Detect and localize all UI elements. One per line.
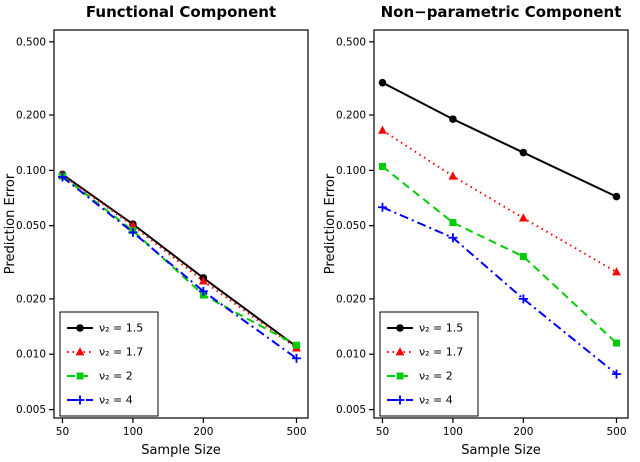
legend-label: ν₂ = 4 — [419, 394, 453, 407]
marker-plus — [518, 294, 528, 304]
chart-title: Non−parametric Component — [381, 3, 622, 21]
marker-triangle — [75, 347, 85, 356]
marker-square — [449, 219, 457, 227]
legend: ν₂ = 1.5 ν₂ = 1.7 ν₂ = 2 ν₂ = 4 — [379, 311, 479, 417]
svg-text:0.005: 0.005 — [336, 404, 366, 416]
marker-plus — [611, 369, 621, 379]
legend-label: ν₂ = 2 — [419, 370, 453, 383]
marker-triangle — [448, 171, 458, 180]
marker-square — [519, 253, 527, 261]
marker-triangle — [378, 125, 387, 134]
marker-square — [76, 372, 84, 380]
marker-circle — [396, 324, 404, 332]
x-axis-ticks: 50 100 200 500 — [56, 418, 307, 438]
y-axis-ticks: 0.005 0.010 0.020 0.050 0.100 0.200 0.500 — [16, 36, 54, 416]
marker-plus — [291, 353, 301, 363]
svg-text:500: 500 — [286, 426, 306, 438]
legend-label: ν₂ = 2 — [99, 370, 133, 383]
marker-plus — [448, 233, 458, 243]
y-axis-label: Prediction Error — [3, 173, 18, 274]
marker-triangle — [198, 276, 208, 285]
marker-plus — [395, 395, 405, 405]
chart-functional-component: Functional Component 0.005 0.010 0.020 0.050… — [3, 3, 309, 458]
series-nu2-4 — [57, 172, 301, 363]
marker-triangle — [612, 267, 621, 276]
x-axis-ticks: 50 100 200 500 — [376, 418, 627, 438]
panel-nonparametric-component: Non−parametric Component 0.005 0.010 0.020 0… — [320, 0, 640, 462]
series-nu2-2 — [378, 162, 620, 347]
legend-label: ν₂ = 1.7 — [99, 346, 143, 359]
svg-text:0.005: 0.005 — [16, 404, 46, 416]
marker-circle — [378, 78, 387, 87]
marker-plus — [198, 286, 208, 296]
marker-triangle — [518, 213, 528, 222]
legend-label: ν₂ = 1.7 — [419, 346, 463, 359]
svg-text:0.500: 0.500 — [336, 36, 366, 48]
marker-square — [292, 341, 300, 349]
marker-plus — [128, 227, 138, 237]
svg-text:200: 200 — [513, 426, 533, 438]
svg-text:0.200: 0.200 — [336, 110, 366, 122]
y-axis-label: Prediction Error — [323, 173, 338, 274]
chart-nonparametric-component: Non−parametric Component0.0050.0100.0200… — [323, 3, 629, 458]
svg-text:0.020: 0.020 — [336, 293, 366, 305]
marker-triangle — [395, 347, 405, 356]
marker-circle — [449, 115, 457, 123]
legend-label: ν₂ = 1.5 — [419, 322, 463, 335]
chart-title: Functional Component — [86, 3, 276, 21]
svg-text:0.050: 0.050 — [16, 220, 46, 232]
marker-plus — [57, 172, 67, 182]
y-axis-ticks: 0.005 0.010 0.020 0.050 0.100 0.200 0.500 — [336, 36, 374, 416]
svg-text:50: 50 — [56, 426, 69, 438]
marker-circle — [76, 324, 84, 332]
legend: ν₂ = 1.5 ν₂ = 1.7 ν₂ = 2 ν₂ = 4 — [59, 311, 159, 417]
svg-text:0.020: 0.020 — [16, 293, 46, 305]
legend-label: ν₂ = 4 — [99, 394, 133, 407]
marker-square — [378, 162, 386, 170]
plot-box — [373, 29, 629, 419]
svg-text:200: 200 — [193, 426, 213, 438]
svg-text:0.100: 0.100 — [16, 165, 46, 177]
marker-circle — [519, 148, 528, 157]
svg-text:500: 500 — [606, 426, 626, 438]
series-nu2-4 — [377, 202, 621, 379]
svg-text:0.200: 0.200 — [16, 110, 46, 122]
svg-text:0.010: 0.010 — [336, 349, 366, 361]
series-nu2-1.5 — [378, 78, 621, 201]
marker-circle — [612, 192, 621, 201]
marker-triangle — [128, 220, 138, 230]
marker-plus — [75, 395, 85, 405]
svg-text:100: 100 — [123, 426, 143, 438]
svg-text:100: 100 — [443, 426, 463, 438]
svg-text:0.100: 0.100 — [336, 165, 366, 177]
plot-box — [53, 29, 309, 419]
marker-plus — [377, 202, 387, 212]
marker-square — [396, 372, 404, 380]
series-nu2-1.7 — [378, 125, 621, 276]
legend-label: ν₂ = 1.5 — [99, 322, 143, 335]
svg-text:0.500: 0.500 — [16, 36, 46, 48]
svg-text:0.010: 0.010 — [16, 349, 46, 361]
svg-text:0.050: 0.050 — [336, 220, 366, 232]
marker-square — [612, 339, 620, 347]
x-axis-label: Sample Size — [461, 443, 541, 458]
svg-text:50: 50 — [376, 426, 389, 438]
panel-functional-component: Functional Component 0.005 0.010 0.020 0.050… — [3, 3, 309, 458]
x-axis-label: Sample Size — [141, 443, 221, 458]
